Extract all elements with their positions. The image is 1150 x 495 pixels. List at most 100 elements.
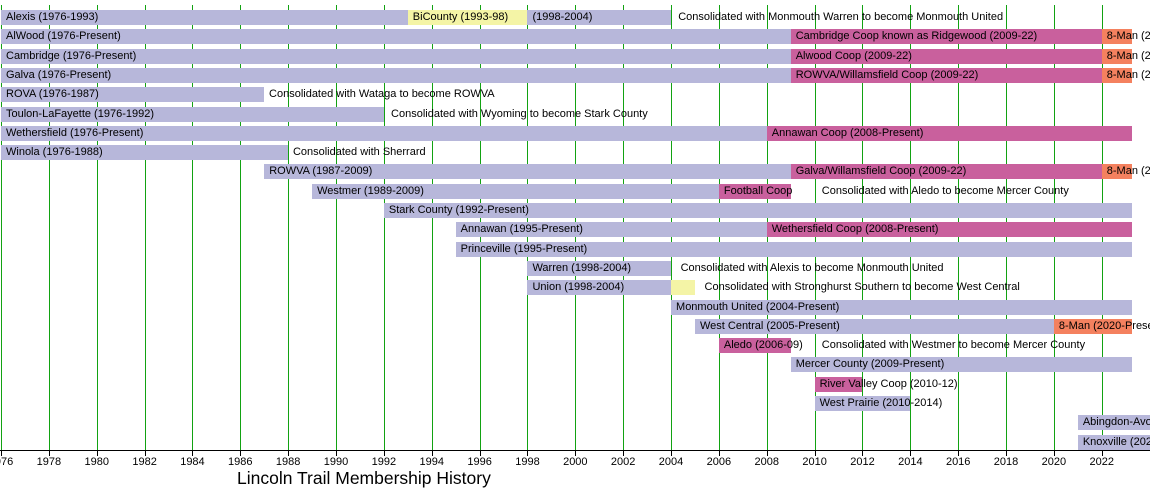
bar-label: (1998-2004) <box>532 11 593 23</box>
axis-tick-2004 <box>671 450 673 456</box>
axis-tick-1984 <box>192 450 194 456</box>
bar-label: West Prairie (2010-2014) <box>819 397 943 409</box>
bar-label: BiCounty (1993-98) <box>412 11 509 23</box>
bar-label: AlWood (1976-Present) <box>6 30 121 43</box>
gridline-1990 <box>336 5 338 450</box>
timeline-bar: Westmer (1989-2009) <box>312 183 719 199</box>
timeline-bar <box>671 280 695 296</box>
tick-label-1998: 1998 <box>515 456 540 468</box>
bar-label: Westmer (1989-2009) <box>317 184 424 197</box>
axis-tick-1986 <box>240 450 242 456</box>
axis-tick-1982 <box>144 450 146 456</box>
bar-label: 8-Man (2022-Present) <box>1106 30 1150 43</box>
bar-label: Abingdon-Avon (2021-Present) <box>1082 416 1150 429</box>
tick-label-1978: 1978 <box>36 456 62 468</box>
timeline-bar: Aledo (2006-09) <box>718 338 803 354</box>
timeline-bar: West Prairie (2010-2014) <box>814 396 942 411</box>
tick-label-2016: 2016 <box>945 456 971 468</box>
timeline-bar: Princeville (1995-Present) <box>455 241 1132 257</box>
axis-tick-2012 <box>862 450 864 456</box>
axis-tick-2008 <box>766 450 768 456</box>
bar-label: 8-Man (2022-Present) <box>1106 49 1150 62</box>
bar-label: Winola (1976-1988) <box>6 146 103 159</box>
tick-label-2004: 2004 <box>658 456 684 468</box>
bar-label: Aledo (2006-09) <box>723 339 803 352</box>
tick-label-1980: 1980 <box>84 456 109 468</box>
bar-label: River Valley Coop (2010-12) <box>819 377 958 390</box>
timeline-bar: 8-Man (2022-Present) <box>1101 67 1150 83</box>
axis-tick-2010 <box>814 450 816 456</box>
tick-label-1996: 1996 <box>467 456 492 468</box>
x-axis-line <box>0 450 1150 451</box>
tick-label-2010: 2010 <box>802 456 827 468</box>
timeline-bar: Toulon-LaFayette (1976-1992) <box>1 106 384 122</box>
tick-label-2022: 2022 <box>1089 456 1115 468</box>
tick-label-1994: 1994 <box>419 456 444 468</box>
tick-label-2018: 2018 <box>993 456 1019 468</box>
timeline-bar: Abingdon-Avon (2021-Present) <box>1077 415 1150 431</box>
tick-label-2006: 2006 <box>706 456 732 468</box>
bar-label: Cambridge Coop known as Ridgewood (2009-… <box>795 30 1038 43</box>
bar-label: Wethersfield (1976-Present) <box>6 126 144 139</box>
tick-label-2008: 2008 <box>754 456 779 468</box>
axis-tick-2014 <box>910 450 912 456</box>
timeline-bar: ROWVA (1987-2009) <box>264 164 791 180</box>
bar-label: Stark County (1992-Present) <box>388 204 529 216</box>
tick-label-2012: 2012 <box>850 456 875 468</box>
timeline-bar: 8-Man (2022-Present) <box>1101 164 1150 180</box>
tick-label-1984: 1984 <box>180 456 205 468</box>
axis-tick-1998 <box>527 450 529 456</box>
timeline-bar: 8-Man (2022-Present) <box>1101 48 1150 64</box>
timeline-bar: Monmouth United (2004-Present) <box>671 299 1132 315</box>
timeline-bar: Union (1998-2004) <box>527 280 672 296</box>
timeline-bar: Wethersfield (1976-Present) <box>1 125 767 141</box>
axis-tick-2002 <box>623 450 625 456</box>
axis-tick-1978 <box>48 450 50 456</box>
tick-label-1992: 1992 <box>371 456 397 468</box>
bar-label: West Central (2005-Present) <box>699 319 840 332</box>
axis-tick-1976 <box>1 450 2 456</box>
tick-label-1982: 1982 <box>132 456 157 468</box>
gridline-1984 <box>192 5 194 450</box>
tick-label-2000: 2000 <box>563 456 588 468</box>
gridline-1994 <box>431 5 433 450</box>
timeline-bar: River Valley Coop (2010-12) <box>814 376 958 392</box>
bar-label: Football Coop <box>723 184 793 197</box>
timeline-bar: West Central (2005-Present) <box>694 318 1054 334</box>
gridline-1992 <box>383 5 385 450</box>
tick-label-2014: 2014 <box>898 456 923 468</box>
tick-label-2020: 2020 <box>1041 456 1067 468</box>
row-note: Consolidated with Alexis to become Monmo… <box>680 261 944 274</box>
axis-tick-2018 <box>1006 450 1008 456</box>
gridline-1978 <box>48 5 50 450</box>
bar-label: Alexis (1976-1993) <box>6 11 99 23</box>
axis-tick-2022 <box>1101 450 1103 456</box>
row-note: Consolidated with Wataga to become ROWVA <box>269 88 495 101</box>
tick-label-2002: 2002 <box>610 456 636 468</box>
timeline-bar: Warren (1998-2004) <box>527 260 672 276</box>
tick-label-1976: 1976 <box>0 456 14 468</box>
axis-tick-2020 <box>1053 450 1055 456</box>
axis-tick-1988 <box>288 450 290 456</box>
bar-label: Warren (1998-2004) <box>532 261 632 274</box>
bar-label: Union (1998-2004) <box>532 281 625 294</box>
timeline-bar: Alexis (1976-1993) <box>1 10 408 25</box>
timeline-bar: Cambridge (1976-Present) <box>1 48 791 64</box>
timeline-bar: Knoxville (2021-Present) <box>1077 434 1150 450</box>
bar-label: Knoxville (2021-Present) <box>1082 435 1150 448</box>
gridline-1976 <box>1 5 2 450</box>
timeline-bar: ROVA (1976-1987) <box>1 87 265 103</box>
tick-label-1988: 1988 <box>275 456 301 468</box>
bar-label: Mercer County (2009-Present) <box>795 358 945 371</box>
bar-label: Galva (1976-Present) <box>6 68 112 81</box>
row-note: Consolidated with Wyoming to become Star… <box>391 107 648 120</box>
row-note: Consolidated with Westmer to become Merc… <box>821 339 1086 352</box>
timeline-bar: Stark County (1992-Present) <box>383 203 1132 218</box>
timeline-bar: Cambridge Coop known as Ridgewood (2009-… <box>790 29 1102 45</box>
axis-tick-2000 <box>575 450 577 456</box>
bar-label: Galva/Willamsfield Coop (2009-22) <box>795 165 967 178</box>
bar-label: 8-Man (2022-Present) <box>1106 165 1150 178</box>
bar-label: Wethersfield Coop (2008-Present) <box>771 223 939 236</box>
axis-tick-1980 <box>96 450 98 456</box>
